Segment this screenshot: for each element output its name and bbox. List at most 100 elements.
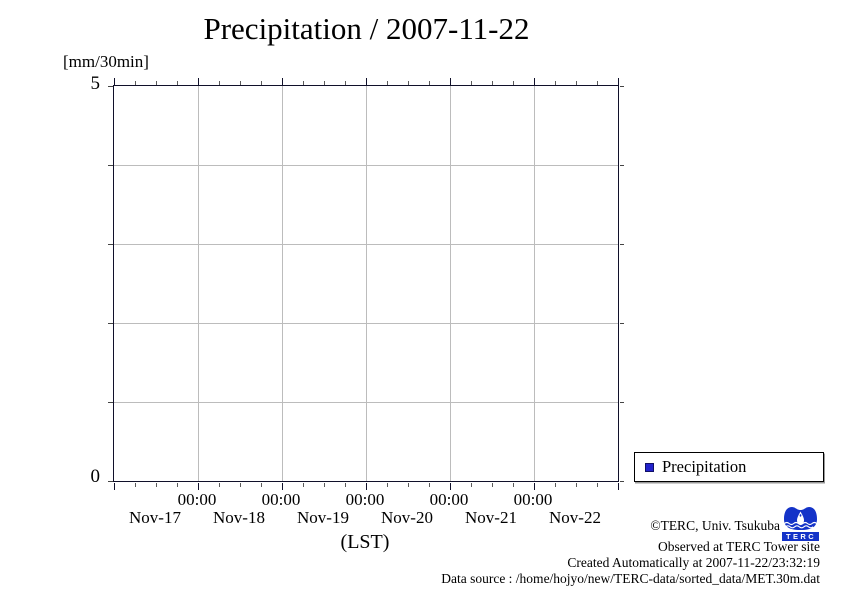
x-day-label: Nov-17 [129, 508, 181, 527]
credit-data-source: Data source : /home/hojyo/new/TERC-data/… [441, 571, 820, 586]
tick-x-minor [218, 80, 220, 85]
x-time-label: 00:00 [177, 490, 217, 509]
x-day-label: Nov-18 [213, 508, 265, 527]
legend-label-precipitation: Precipitation [662, 457, 747, 476]
tick-x-minor [470, 482, 472, 487]
tick-y [619, 322, 624, 324]
tick-x-minor [176, 80, 178, 85]
tick-y [108, 85, 113, 87]
y-tick-label-max: 5 [90, 73, 101, 94]
tick-x-minor [260, 80, 262, 85]
tick-x-minor [512, 482, 514, 487]
tick-y [108, 480, 113, 482]
credit-created: Created Automatically at 2007-11-22/23:3… [567, 555, 820, 570]
tick-y [619, 85, 624, 87]
tick-x-minor [323, 80, 325, 85]
terc-logo-drop [797, 511, 804, 525]
tick-x-minor [155, 80, 157, 85]
tick-y [108, 322, 113, 324]
tick-x-major [533, 77, 535, 85]
tick-x-minor [239, 482, 241, 487]
terc-logo-icon: TERC [782, 502, 819, 542]
tick-y [108, 164, 113, 166]
x-time-label: 00:00 [261, 490, 301, 509]
tick-x-minor [323, 482, 325, 487]
tick-x-minor [407, 80, 409, 85]
x-time-label: 00:00 [429, 490, 469, 509]
tick-x-major [365, 482, 367, 490]
gridline-h [114, 401, 618, 403]
tick-x-major [197, 482, 199, 490]
tick-x-minor [302, 80, 304, 85]
tick-x-minor [512, 80, 514, 85]
terc-logo-band [782, 532, 819, 541]
tick-y [619, 480, 624, 482]
tick-x-major [617, 482, 619, 490]
tick-x-minor [596, 482, 598, 487]
tick-x-minor [386, 482, 388, 487]
legend-box: Precipitation [634, 452, 824, 482]
tick-x-minor [407, 482, 409, 487]
tick-x-minor [239, 80, 241, 85]
tick-x-minor [428, 482, 430, 487]
tick-y [108, 401, 113, 403]
x-axis-title: (LST) [340, 531, 390, 553]
tick-y [108, 243, 113, 245]
tick-x-minor [386, 80, 388, 85]
tick-x-minor [596, 80, 598, 85]
tick-x-major [533, 482, 535, 490]
tick-x-minor [134, 482, 136, 487]
tick-x-minor [491, 80, 493, 85]
y-axis-unit-label: [mm/30min] [63, 52, 149, 71]
tick-x-major [197, 77, 199, 85]
tick-y [619, 243, 624, 245]
terc-logo-inner-droplet [799, 514, 802, 517]
tick-x-minor [470, 80, 472, 85]
tick-x-minor [575, 482, 577, 487]
credit-observed: Observed at TERC Tower site [657, 539, 820, 554]
tick-x-minor [491, 482, 493, 487]
tick-x-minor [176, 482, 178, 487]
tick-x-major [113, 482, 115, 490]
tick-x-minor [575, 80, 577, 85]
tick-x-minor [554, 80, 556, 85]
tick-x-major [281, 482, 283, 490]
tick-y [619, 164, 624, 166]
gridline-v [281, 86, 283, 481]
tick-y [619, 401, 624, 403]
tick-x-major [281, 77, 283, 85]
terc-logo-wave [785, 525, 814, 529]
legend-swatch-precipitation [645, 462, 654, 472]
tick-x-minor [134, 80, 136, 85]
x-day-label: Nov-22 [549, 508, 601, 527]
tick-x-minor [218, 482, 220, 487]
x-day-label: Nov-19 [297, 508, 349, 527]
tick-x-major [365, 77, 367, 85]
gridline-v [449, 86, 451, 481]
plot-area [108, 77, 624, 490]
terc-logo-text: TERC [786, 532, 816, 541]
tick-x-major [617, 77, 619, 85]
tick-x-minor [554, 482, 556, 487]
gridline-v [533, 86, 535, 481]
tick-x-major [113, 77, 115, 85]
x-day-label: Nov-21 [465, 508, 517, 527]
tick-x-major [449, 482, 451, 490]
terc-logo-wave [784, 521, 818, 526]
y-tick-label-min: 0 [90, 466, 101, 487]
tick-x-minor [260, 482, 262, 487]
tick-x-minor [302, 482, 304, 487]
gridline-h [114, 243, 618, 245]
credit-copyright: ©TERC, Univ. Tsukuba [650, 518, 780, 533]
tick-x-minor [428, 80, 430, 85]
chart-title: Precipitation / 2007-11-22 [203, 11, 530, 46]
x-day-label: Nov-20 [381, 508, 433, 527]
gridline-v [197, 86, 199, 481]
gridline-h [114, 164, 618, 166]
gridline-v [365, 86, 367, 481]
tick-x-minor [344, 482, 346, 487]
x-time-label: 00:00 [513, 490, 553, 509]
tick-x-minor [155, 482, 157, 487]
tick-x-major [449, 77, 451, 85]
